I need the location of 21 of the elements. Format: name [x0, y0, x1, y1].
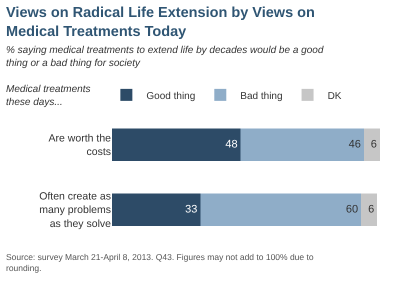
y-tick-label: Often create as many problems as they solve [39, 190, 112, 230]
bar [112, 128, 241, 161]
bar [200, 193, 362, 226]
legend-label: Good thing [146, 90, 196, 102]
bar [240, 128, 364, 161]
bar [112, 193, 200, 226]
legend-title: Medical treatments these days... [6, 84, 90, 108]
data-label: 48 [225, 138, 238, 150]
source-note: Source: survey March 21-April 8, 2013. Q43. Figures may not add to 100% due to rounding. [6, 252, 314, 274]
data-label: 6 [370, 138, 377, 150]
chart-title: Views on Radical Life Extension by Views on Medical Treatments Today [6, 5, 315, 40]
y-tick-label: Are worth the costs [48, 132, 112, 158]
legend-label: Bad thing [240, 90, 283, 102]
bar [364, 128, 380, 161]
data-label: 6 [368, 204, 374, 216]
bar [361, 193, 378, 226]
data-label: 46 [348, 138, 361, 150]
legend-label: DK [328, 90, 342, 102]
data-label: 33 [185, 204, 198, 216]
data-label: 60 [346, 204, 358, 216]
chart-subtitle: % saying medical treatments to extend life by decades would be a good thing or a bad thing for society [6, 45, 324, 69]
